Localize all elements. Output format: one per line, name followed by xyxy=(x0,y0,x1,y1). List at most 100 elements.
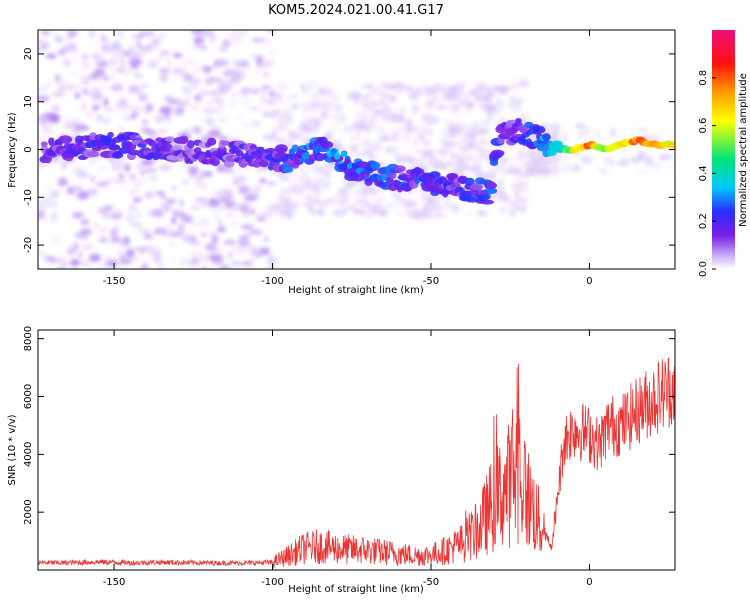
spectrogram-noise-blob xyxy=(233,175,248,182)
spectrogram-noise-blob xyxy=(118,124,124,132)
spectrogram-noise-blob xyxy=(71,169,85,173)
spectrogram-noise-blob xyxy=(284,196,292,205)
spectrogram-noise-blob xyxy=(142,263,148,269)
snr-x-tick-label: -150 xyxy=(103,577,126,588)
spectrogram-noise-blob xyxy=(110,45,124,50)
spectrogram-noise-blob xyxy=(144,244,155,253)
spectrogram-noise-blob xyxy=(109,59,117,65)
spectrogram-noise-blob xyxy=(203,69,211,74)
spectrogram-noise-blob xyxy=(371,125,385,133)
spectrogram-noise-blob xyxy=(223,69,237,77)
spectrogram-ridge-blob xyxy=(159,143,174,152)
spectrogram-noise-blob xyxy=(111,225,120,234)
spectrogram-noise-blob xyxy=(247,107,261,111)
spectrogram-noise-blob xyxy=(181,87,191,92)
spectrogram-noise-blob xyxy=(373,109,382,116)
spectrogram-noise-blob xyxy=(322,100,332,110)
spectrogram-noise-blob xyxy=(320,164,327,173)
spectrogram-noise-blob xyxy=(172,52,183,59)
spectrogram-noise-blob xyxy=(410,110,418,115)
spectrogram-noise-blob xyxy=(334,104,343,112)
spectrogram-noise-blob xyxy=(212,97,222,104)
spectrogram-noise-blob xyxy=(38,39,47,44)
spectrogram-noise-blob xyxy=(194,66,201,74)
spectrogram-noise-blob xyxy=(110,50,116,60)
spectrogram-noise-blob xyxy=(144,190,155,200)
colorbar-label: Normalized spectral amplitude xyxy=(738,73,749,227)
spectrogram-ridge-blob xyxy=(464,177,475,186)
spectrogram-noise-blob xyxy=(188,240,202,245)
spectrogram-noise-blob xyxy=(478,87,483,93)
spectrogram-noise-blob xyxy=(424,104,437,109)
spectrogram-noise-blob xyxy=(162,224,172,230)
spectrogram-noise-blob xyxy=(39,124,50,130)
spectrogram-x-tick-label: -50 xyxy=(423,276,439,287)
spectrogram-y-label: Frequency (Hz) xyxy=(7,112,18,188)
snr-panel: -150 -100 -50 0 2000 4000 6000 8000 Height of s… xyxy=(7,326,676,595)
spectrogram-noise-blob xyxy=(428,206,437,211)
spectrogram-noise-blob xyxy=(300,112,312,116)
spectrogram-noise-blob xyxy=(354,189,364,196)
spectrogram-noise-blob xyxy=(426,212,431,216)
spectrogram-noise-blob xyxy=(276,199,286,207)
spectrogram-noise-blob xyxy=(57,265,64,269)
spectrogram-ridge-blob xyxy=(107,144,121,150)
spectrogram-noise-blob xyxy=(222,39,231,47)
spectrogram-noise-blob xyxy=(106,178,114,183)
spectrogram-noise-blob xyxy=(311,102,325,106)
spectrogram-noise-blob xyxy=(209,192,218,196)
spectrogram-ridge-blob xyxy=(394,165,406,173)
spectrogram-noise-blob xyxy=(91,87,101,96)
spectrogram-noise-blob xyxy=(425,117,439,126)
spectrogram-noise-blob xyxy=(362,84,371,90)
spectrogram-noise-blob xyxy=(388,98,397,102)
spectrogram-noise-blob xyxy=(262,134,274,140)
spectrogram-noise-blob xyxy=(253,87,267,92)
spectrogram-noise-blob xyxy=(165,199,176,204)
spectrogram-noise-blob xyxy=(508,169,522,173)
spectrogram-noise-blob xyxy=(396,211,406,218)
snr-series-line xyxy=(38,357,675,569)
spectrogram-noise-blob xyxy=(219,96,225,106)
spectrogram-noise-blob xyxy=(415,134,423,138)
spectrogram-noise-blob xyxy=(230,260,238,266)
spectrogram-noise-blob xyxy=(83,225,89,230)
spectrogram-noise-blob xyxy=(76,186,83,190)
spectrogram-noise-blob xyxy=(127,84,141,94)
spectrogram-ridge-blob xyxy=(480,199,494,205)
spectrogram-noise-blob xyxy=(208,198,220,207)
spectrogram-noise-blob xyxy=(132,179,143,188)
spectrogram-noise-blob xyxy=(130,114,137,120)
spectrogram-noise-blob xyxy=(257,211,271,219)
spectrogram-noise-blob xyxy=(73,242,79,252)
snr-axes: -150 -100 -50 0 2000 4000 6000 8000 xyxy=(23,326,675,588)
spectrogram-noise-blob xyxy=(89,73,100,80)
spectrogram-noise-blob xyxy=(279,188,292,195)
spectrogram-noise-blob xyxy=(253,120,260,127)
spectrogram-noise-blob xyxy=(132,245,140,252)
spectrogram-noise-blob xyxy=(203,80,214,86)
spectrogram-noise-blob xyxy=(502,90,508,95)
spectrogram-noise-blob xyxy=(197,118,211,122)
spectrogram-noise-blob xyxy=(389,204,400,209)
spectrogram-noise-blob xyxy=(66,247,76,256)
spectrogram-noise-blob xyxy=(145,103,154,112)
spectrogram-noise-blob xyxy=(415,159,422,168)
spectrogram-noise-blob xyxy=(501,214,507,219)
spectrogram-noise-blob xyxy=(182,73,194,82)
spectrogram-noise-blob xyxy=(526,151,535,159)
spectrogram-noise-blob xyxy=(217,226,227,233)
spectrogram-noise-blob xyxy=(228,30,243,38)
spectrogram-noise-blob xyxy=(268,91,274,97)
spectrogram-noise-blob xyxy=(130,256,142,261)
snr-y-tick-label: 8000 xyxy=(23,326,34,351)
spectrogram-noise-blob xyxy=(259,166,270,171)
spectrogram-noise-blob xyxy=(227,206,240,211)
spectrogram-noise-blob xyxy=(517,101,522,110)
spectrogram-noise-blob xyxy=(40,42,50,49)
spectrogram-noise-blob xyxy=(475,154,488,158)
spectrogram-noise-blob xyxy=(172,212,187,217)
spectrogram-noise-blob xyxy=(142,119,148,125)
spectrogram-noise-blob xyxy=(56,257,65,263)
